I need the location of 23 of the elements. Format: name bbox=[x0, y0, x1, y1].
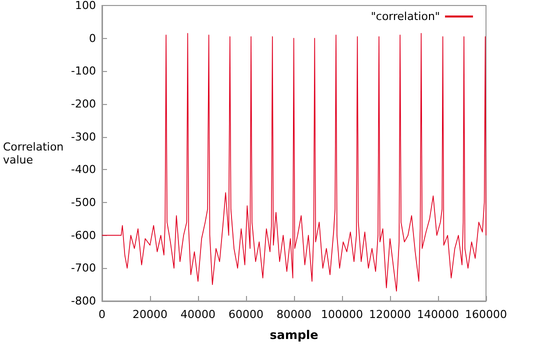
y-tick-label: -800 bbox=[71, 294, 96, 308]
x-tick-label: 120000 bbox=[369, 308, 411, 321]
x-tick-label: 60000 bbox=[228, 308, 264, 321]
y-tick-label: 0 bbox=[89, 32, 96, 45]
y-axis-title: Correlation value bbox=[3, 140, 64, 166]
y-tick-label: -500 bbox=[71, 196, 96, 209]
y-tick-label: 100 bbox=[75, 0, 96, 12]
y-tick-label: -200 bbox=[71, 98, 96, 110]
x-tick-label: 160000 bbox=[465, 308, 507, 321]
x-tick-label: 140000 bbox=[417, 308, 459, 321]
x-axis-title: sample bbox=[270, 328, 318, 342]
x-tick-label: 100000 bbox=[321, 308, 363, 321]
x-tick-label: 80000 bbox=[276, 308, 312, 321]
x-tick-label: 0 bbox=[98, 308, 106, 321]
y-tick-label: -100 bbox=[71, 64, 96, 78]
y-tick-label: -700 bbox=[71, 262, 96, 275]
line-series bbox=[102, 33, 486, 292]
x-tick-label: 40000 bbox=[180, 308, 216, 321]
y-tick-label: -600 bbox=[71, 228, 96, 242]
legend-label: "correlation" bbox=[370, 10, 440, 23]
x-tick-label: 20000 bbox=[132, 308, 168, 321]
y-tick-label: -300 bbox=[71, 130, 96, 144]
y-tick-label: -400 bbox=[71, 163, 96, 176]
